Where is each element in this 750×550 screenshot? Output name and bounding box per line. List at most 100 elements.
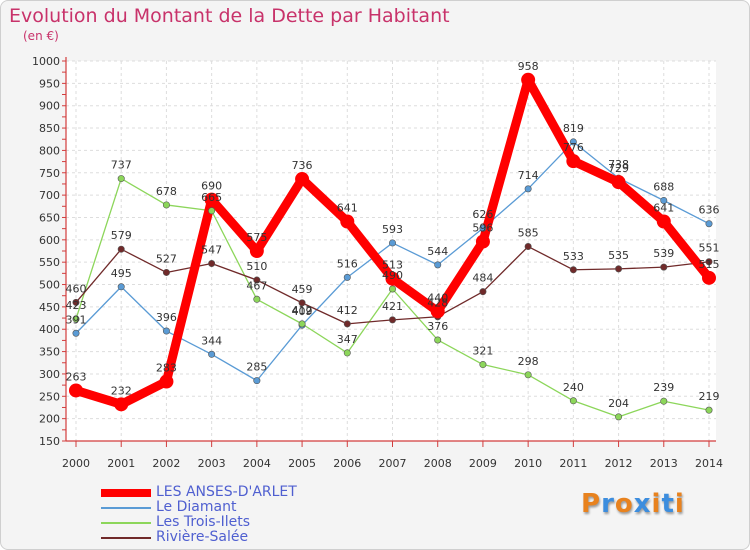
legend-item-les-anses-d-arlet: LES ANSES-D'ARLET xyxy=(101,484,421,500)
legend-item-les-trois-ilets: Les Trois-Ilets xyxy=(101,514,421,530)
y-tick-label-550: 550 xyxy=(39,256,60,269)
data-point-les-trois-ilets-2008 xyxy=(434,336,442,344)
data-label-les-trois-ilets-2006: 347 xyxy=(337,333,358,346)
data-point-les-trois-ilets-2014 xyxy=(705,406,713,414)
data-point-les-trois-ilets-2005 xyxy=(298,320,306,328)
data-label-riviere-salee-2012: 535 xyxy=(608,249,629,262)
data-label-riviere-salee-2002: 527 xyxy=(156,252,177,265)
data-point-les-trois-ilets-2011 xyxy=(569,397,577,405)
x-tick-label-2001: 2001 xyxy=(107,457,135,470)
y-tick-label-350: 350 xyxy=(39,346,60,359)
y-tick-label-750: 750 xyxy=(39,167,60,180)
data-point-riviere-salee-2009 xyxy=(479,288,487,296)
data-label-les-trois-ilets-2008: 376 xyxy=(427,320,448,333)
data-point-les-trois-ilets-2006 xyxy=(343,349,351,357)
data-point-les-anses-d-arlet-2009 xyxy=(475,234,490,249)
y-tick-label-450: 450 xyxy=(39,301,60,314)
data-label-les-trois-ilets-2011: 240 xyxy=(563,381,584,394)
data-label-les-trois-ilets-2010: 298 xyxy=(518,355,539,368)
legend-swatch-riviere-salee xyxy=(101,537,151,539)
logo-letter: o xyxy=(614,489,634,519)
proxiti-logo: Proxiti xyxy=(581,489,685,519)
y-tick-label-150: 150 xyxy=(39,435,60,448)
x-tick-label-2006: 2006 xyxy=(333,457,361,470)
y-tick-label-700: 700 xyxy=(39,189,60,202)
axes: 150 200 250 300 350 400 450 500 550 600 650 700 750 8… xyxy=(32,55,723,470)
data-point-les-anses-d-arlet-2012 xyxy=(611,175,626,190)
data-point-riviere-salee-2002 xyxy=(162,268,170,276)
logo-letter: t xyxy=(661,489,675,519)
y-tick-label-1000: 1000 xyxy=(32,55,60,68)
data-label-riviere-salee-2009: 484 xyxy=(472,272,493,285)
data-point-le-diamant-2004 xyxy=(253,377,261,385)
data-label-le-diamant-2004: 285 xyxy=(246,361,267,374)
data-label-les-trois-ilets-2014: 219 xyxy=(699,390,720,403)
y-tick-label-850: 850 xyxy=(39,122,60,135)
data-point-le-diamant-2006 xyxy=(343,273,351,281)
data-point-les-anses-d-arlet-2013 xyxy=(656,214,671,229)
data-label-riviere-salee-2010: 585 xyxy=(518,227,539,240)
data-label-le-diamant-2012: 738 xyxy=(608,158,629,171)
data-point-le-diamant-2009 xyxy=(479,224,487,232)
data-label-les-trois-ilets-2002: 678 xyxy=(156,185,177,198)
data-label-riviere-salee-2013: 539 xyxy=(653,247,674,260)
data-label-les-anses-d-arlet-2005: 736 xyxy=(292,159,313,172)
logo-letter: i xyxy=(651,489,662,519)
legend-item-le-diamant: Le Diamant xyxy=(101,499,421,515)
data-point-le-diamant-2013 xyxy=(660,196,668,204)
data-label-les-trois-ilets-2000: 423 xyxy=(66,299,87,312)
data-label-le-diamant-2007: 593 xyxy=(382,223,403,236)
legend-label-les-trois-ilets: Les Trois-Ilets xyxy=(156,514,251,530)
data-label-riviere-salee-2007: 421 xyxy=(382,300,403,313)
data-label-le-diamant-2003: 344 xyxy=(201,334,222,347)
x-tick-label-2012: 2012 xyxy=(605,457,633,470)
data-point-riviere-salee-2003 xyxy=(208,260,216,268)
data-point-les-trois-ilets-2003 xyxy=(208,207,216,215)
data-point-le-diamant-2014 xyxy=(705,220,713,228)
data-point-le-diamant-2001 xyxy=(117,283,125,291)
data-point-les-trois-ilets-2000 xyxy=(72,315,80,323)
data-point-le-diamant-2008 xyxy=(434,261,442,269)
data-label-les-anses-d-arlet-2001: 232 xyxy=(111,384,132,397)
data-label-les-trois-ilets-2009: 321 xyxy=(472,345,493,358)
y-tick-label-500: 500 xyxy=(39,279,60,292)
data-label-riviere-salee-2005: 459 xyxy=(292,283,313,296)
data-label-le-diamant-2010: 714 xyxy=(518,169,539,182)
data-label-les-anses-d-arlet-2004: 575 xyxy=(246,231,267,244)
x-tick-label-2002: 2002 xyxy=(152,457,180,470)
legend-label-riviere-salee: Rivière-Salée xyxy=(156,529,249,545)
data-point-riviere-salee-2013 xyxy=(660,263,668,271)
y-tick-label-650: 650 xyxy=(39,211,60,224)
data-label-les-anses-d-arlet-2013: 641 xyxy=(653,201,674,214)
data-point-les-trois-ilets-2009 xyxy=(479,361,487,369)
data-point-les-anses-d-arlet-2004 xyxy=(249,244,264,258)
chart-title: Evolution du Montant de la Dette par Hab… xyxy=(9,5,450,27)
data-point-le-diamant-2010 xyxy=(524,185,532,193)
data-point-le-diamant-2000 xyxy=(72,329,80,337)
data-label-le-diamant-2013: 688 xyxy=(653,180,674,193)
data-point-les-anses-d-arlet-2005 xyxy=(295,172,310,187)
data-label-les-anses-d-arlet-2010: 958 xyxy=(518,60,539,73)
data-point-les-trois-ilets-2012 xyxy=(615,413,623,421)
x-tick-label-2000: 2000 xyxy=(62,457,90,470)
y-tick-label-250: 250 xyxy=(39,390,60,403)
y-tick-label-800: 800 xyxy=(39,144,60,157)
data-label-le-diamant-2014: 636 xyxy=(699,204,720,217)
data-label-les-anses-d-arlet-2008: 440 xyxy=(427,291,448,304)
data-label-les-trois-ilets-2001: 737 xyxy=(111,159,132,172)
data-label-riviere-salee-2004: 510 xyxy=(246,260,267,273)
x-tick-label-2013: 2013 xyxy=(650,457,678,470)
data-point-riviere-salee-2004 xyxy=(253,276,261,284)
data-point-les-trois-ilets-2010 xyxy=(524,371,532,379)
data-label-les-anses-d-arlet-2003: 690 xyxy=(201,180,222,193)
data-label-le-diamant-2002: 396 xyxy=(156,311,177,324)
data-point-les-anses-d-arlet-2002 xyxy=(159,374,174,389)
data-point-les-anses-d-arlet-2008 xyxy=(430,304,445,319)
data-label-le-diamant-2001: 495 xyxy=(111,267,132,280)
data-point-les-anses-d-arlet-2010 xyxy=(521,72,536,87)
data-label-les-anses-d-arlet-2011: 776 xyxy=(563,141,584,154)
x-tick-label-2003: 2003 xyxy=(198,457,226,470)
data-label-les-trois-ilets-2003: 665 xyxy=(201,191,222,204)
data-label-le-diamant-2000: 391 xyxy=(66,313,87,326)
